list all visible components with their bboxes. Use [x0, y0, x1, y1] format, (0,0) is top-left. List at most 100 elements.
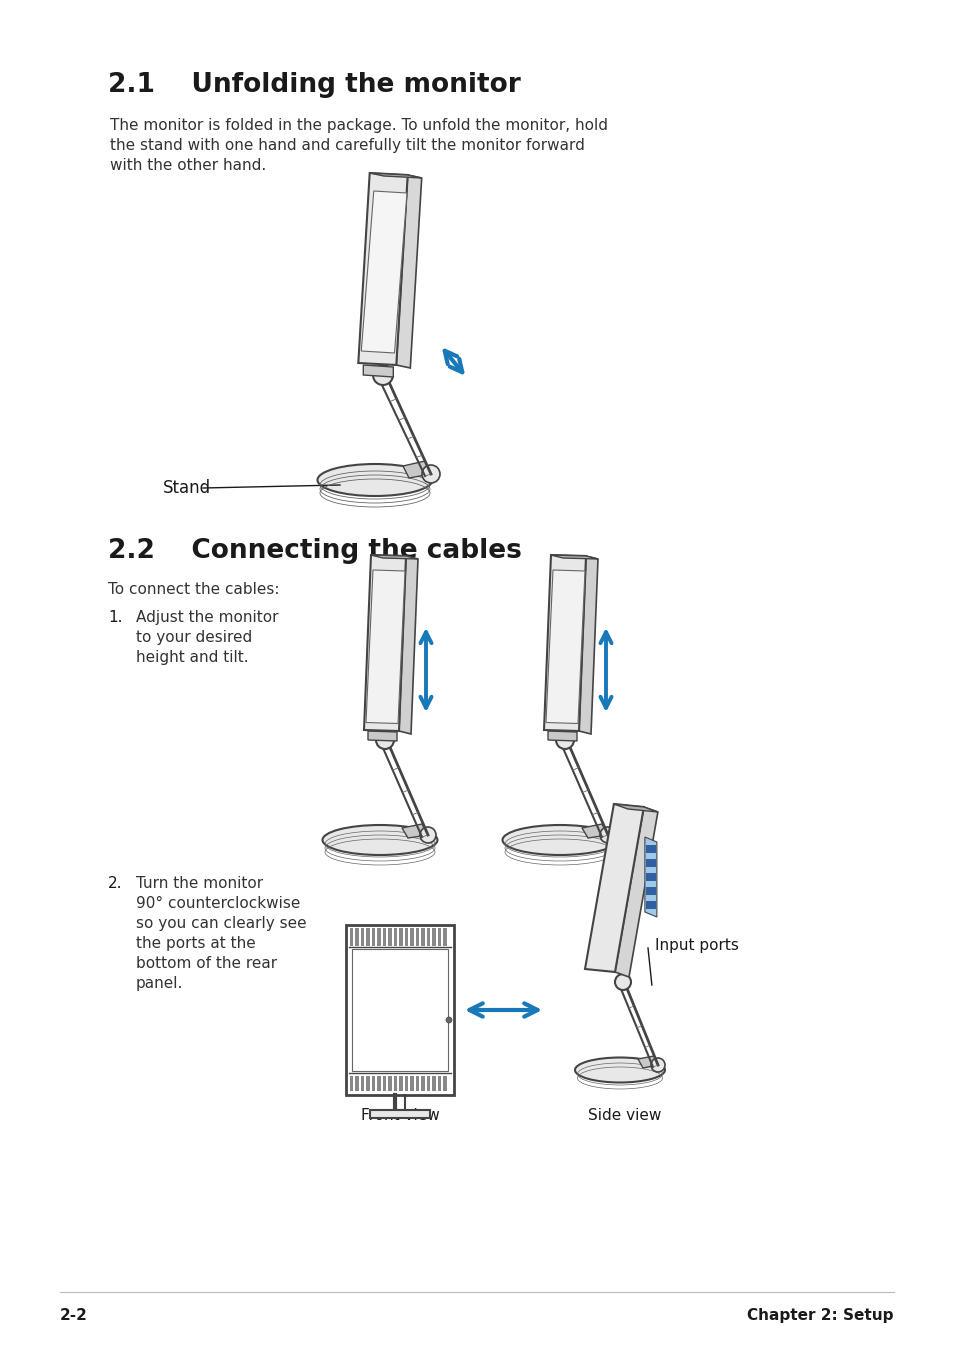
- Bar: [416, 928, 419, 946]
- Text: 1.: 1.: [108, 611, 122, 626]
- Text: the ports at the: the ports at the: [136, 936, 255, 951]
- Polygon shape: [615, 807, 658, 977]
- Text: Chapter 2: Setup: Chapter 2: Setup: [747, 1308, 893, 1323]
- Bar: [437, 928, 441, 946]
- Bar: [394, 928, 397, 946]
- Circle shape: [419, 827, 436, 843]
- Bar: [645, 901, 655, 909]
- Circle shape: [650, 1058, 664, 1071]
- Text: 2-2: 2-2: [60, 1308, 88, 1323]
- Polygon shape: [358, 173, 407, 365]
- Text: bottom of the rear: bottom of the rear: [136, 957, 276, 971]
- Bar: [410, 928, 414, 946]
- Circle shape: [375, 731, 394, 748]
- Polygon shape: [364, 555, 406, 731]
- Polygon shape: [363, 365, 393, 377]
- Bar: [366, 928, 370, 946]
- Bar: [382, 928, 386, 946]
- Bar: [432, 928, 436, 946]
- Circle shape: [446, 1017, 452, 1023]
- Text: 90° counterclockwise: 90° counterclockwise: [136, 896, 300, 911]
- Text: Input ports: Input ports: [655, 938, 739, 952]
- Polygon shape: [395, 176, 421, 367]
- Text: 2.1    Unfolding the monitor: 2.1 Unfolding the monitor: [108, 72, 520, 99]
- Bar: [645, 859, 655, 867]
- Bar: [355, 1075, 358, 1092]
- Bar: [366, 1075, 370, 1092]
- Bar: [346, 925, 454, 1096]
- Bar: [370, 1111, 430, 1119]
- Bar: [427, 1075, 430, 1092]
- Polygon shape: [402, 461, 431, 478]
- Bar: [443, 928, 447, 946]
- Polygon shape: [547, 731, 577, 740]
- Polygon shape: [368, 731, 396, 740]
- Text: height and tilt.: height and tilt.: [136, 650, 249, 665]
- Polygon shape: [401, 824, 428, 838]
- Circle shape: [421, 465, 439, 484]
- Text: to your desired: to your desired: [136, 630, 252, 644]
- Polygon shape: [613, 804, 658, 812]
- Text: with the other hand.: with the other hand.: [110, 158, 266, 173]
- Bar: [437, 1075, 441, 1092]
- Bar: [352, 948, 448, 1071]
- Bar: [416, 1075, 419, 1092]
- Circle shape: [556, 731, 574, 748]
- Polygon shape: [543, 555, 585, 731]
- Bar: [645, 873, 655, 881]
- Bar: [427, 928, 430, 946]
- Bar: [443, 1075, 447, 1092]
- Bar: [645, 844, 655, 852]
- Bar: [405, 928, 408, 946]
- Bar: [388, 1075, 392, 1092]
- Text: Adjust the monitor: Adjust the monitor: [136, 611, 278, 626]
- Polygon shape: [361, 190, 407, 353]
- Ellipse shape: [575, 1058, 664, 1082]
- Polygon shape: [366, 570, 405, 724]
- Bar: [350, 1075, 354, 1092]
- Ellipse shape: [502, 825, 617, 855]
- Text: panel.: panel.: [136, 975, 183, 992]
- Polygon shape: [370, 173, 421, 178]
- Polygon shape: [581, 824, 607, 838]
- Bar: [350, 928, 354, 946]
- Polygon shape: [578, 557, 598, 734]
- Bar: [421, 1075, 424, 1092]
- Text: Turn the monitor: Turn the monitor: [136, 875, 263, 892]
- Text: To connect the cables:: To connect the cables:: [108, 582, 279, 597]
- Polygon shape: [551, 555, 598, 559]
- Bar: [421, 928, 424, 946]
- Bar: [405, 1075, 408, 1092]
- Bar: [360, 1075, 364, 1092]
- Bar: [399, 928, 402, 946]
- Bar: [410, 1075, 414, 1092]
- Bar: [382, 1075, 386, 1092]
- Ellipse shape: [322, 825, 437, 855]
- Polygon shape: [398, 557, 417, 734]
- Bar: [377, 1075, 380, 1092]
- Circle shape: [615, 974, 630, 990]
- Text: so you can clearly see: so you can clearly see: [136, 916, 306, 931]
- Bar: [377, 928, 380, 946]
- Circle shape: [373, 365, 393, 385]
- Text: Stand: Stand: [163, 480, 211, 497]
- Bar: [388, 928, 392, 946]
- Text: 2.2    Connecting the cables: 2.2 Connecting the cables: [108, 538, 521, 563]
- Ellipse shape: [317, 463, 432, 496]
- Polygon shape: [644, 838, 657, 917]
- Polygon shape: [545, 570, 584, 724]
- Bar: [432, 1075, 436, 1092]
- Bar: [360, 928, 364, 946]
- Polygon shape: [584, 804, 643, 971]
- Bar: [399, 1075, 402, 1092]
- Bar: [645, 888, 655, 894]
- Circle shape: [599, 827, 616, 843]
- Text: Side view: Side view: [588, 1108, 661, 1123]
- Bar: [355, 928, 358, 946]
- Bar: [394, 1075, 397, 1092]
- Text: the stand with one hand and carefully tilt the monitor forward: the stand with one hand and carefully ti…: [110, 138, 584, 153]
- Polygon shape: [371, 555, 417, 559]
- Text: The monitor is folded in the package. To unfold the monitor, hold: The monitor is folded in the package. To…: [110, 118, 607, 132]
- Bar: [372, 1075, 375, 1092]
- Bar: [372, 928, 375, 946]
